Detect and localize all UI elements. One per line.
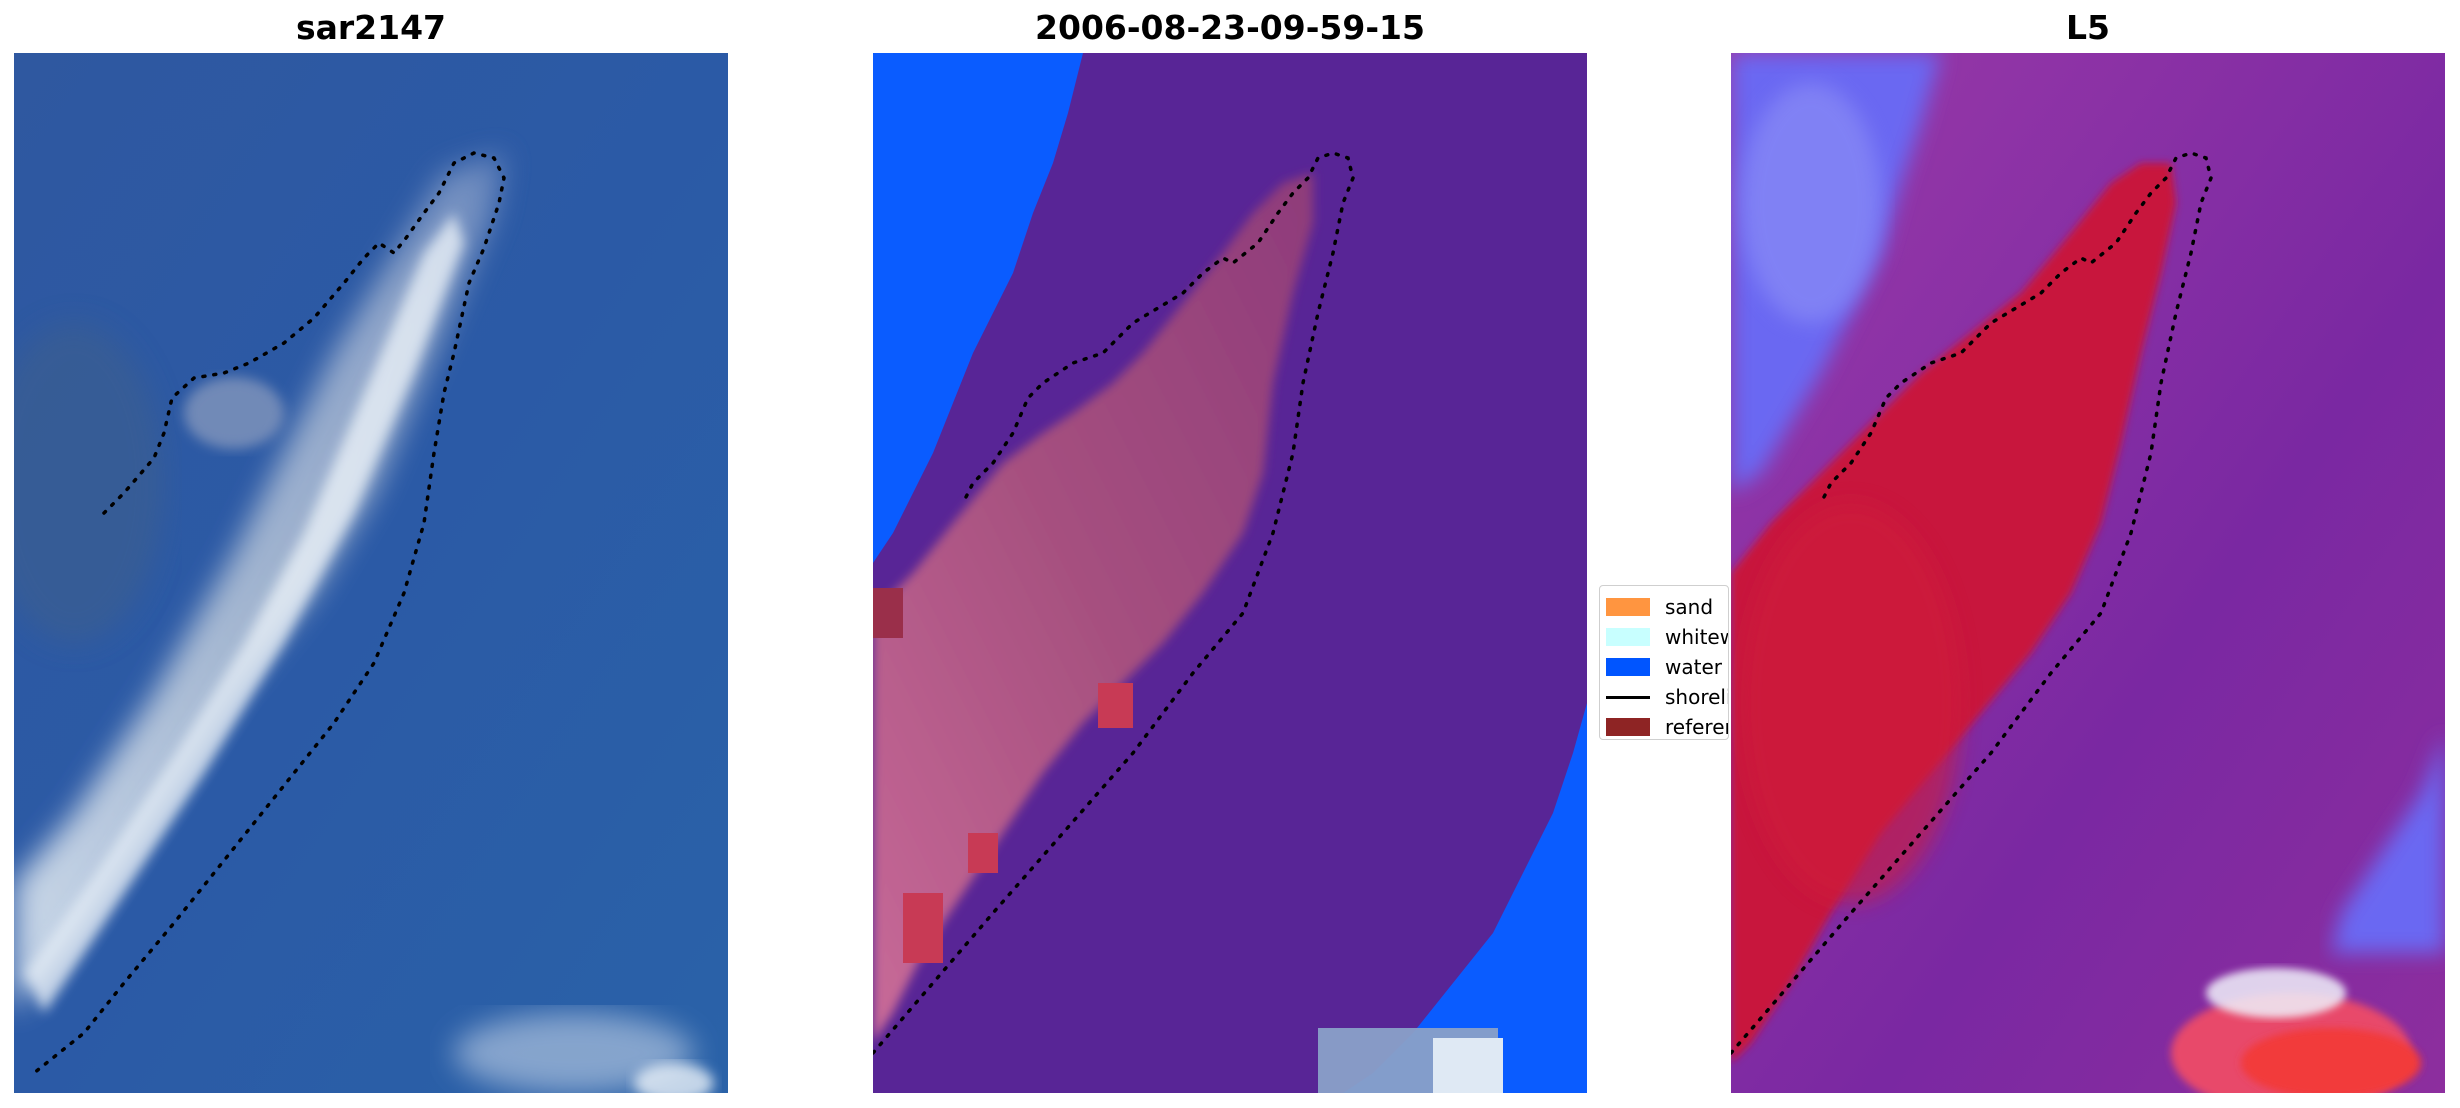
legend-item-water: water: [1606, 652, 1722, 682]
legend-label-water: water: [1665, 655, 1722, 679]
legend-label-shoreline: shoreline: [1665, 685, 1728, 709]
classified-image: [873, 53, 1587, 1093]
legend-item-sand: sand: [1606, 592, 1713, 622]
panel-title-classified: 2006-08-23-09-59-15: [1035, 8, 1425, 47]
index-image: [1731, 53, 2445, 1093]
rgb-image: [14, 53, 728, 1093]
panel-title-rgb: sar2147: [295, 8, 447, 47]
legend-item-reference: reference: [1606, 712, 1728, 739]
legend-item-shoreline: shoreline: [1606, 682, 1728, 712]
index-image-panel: [1731, 53, 2445, 1093]
legend-swatch-water: [1606, 658, 1650, 676]
legend-swatch-reference: [1606, 718, 1650, 736]
panel-title-index: L5: [2066, 8, 2110, 47]
rgb-image-panel: [14, 53, 728, 1093]
legend-swatch-whitewater: [1606, 628, 1650, 646]
legend-line-shoreline: [1606, 695, 1650, 699]
legend-label-sand: sand: [1665, 595, 1714, 619]
legend-swatch-sand: [1606, 598, 1650, 616]
classified-image-panel: [873, 53, 1587, 1093]
legend-label-reference: reference: [1665, 715, 1728, 739]
